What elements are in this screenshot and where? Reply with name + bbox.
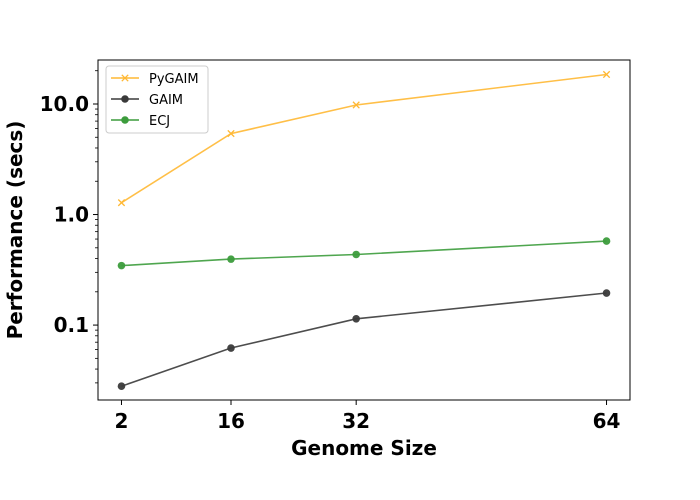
- legend-marker: [121, 95, 129, 103]
- y-axis: 0.1 1.0 10.0: [40, 70, 98, 384]
- x-tick-label: 2: [115, 409, 129, 433]
- x-marker-stroke: [602, 70, 611, 79]
- x-axis-title: Genome Size: [291, 436, 437, 460]
- data-point-gaim: [352, 314, 360, 323]
- data-point-pygaim: [227, 129, 235, 138]
- data-point-pygaim: [352, 101, 360, 109]
- legend-marker: [121, 116, 129, 124]
- data-point-pygaim: [602, 70, 611, 79]
- x-marker-stroke: [117, 199, 126, 207]
- y-tick-label: 0.1: [54, 313, 89, 337]
- series-line-pygaim: [121, 73, 607, 204]
- data-point-ecj: [117, 261, 126, 270]
- data-point-gaim: [227, 344, 235, 352]
- data-point-gaim: [117, 382, 126, 390]
- data-point-gaim: [602, 289, 611, 297]
- series-line-ecj: [121, 240, 607, 267]
- y-tick-label: 1.0: [54, 203, 89, 227]
- y-axis-title: Performance (secs): [3, 121, 27, 340]
- data-point-ecj: [602, 237, 611, 245]
- x-tick-label: 32: [342, 409, 370, 433]
- x-marker-stroke: [352, 101, 360, 109]
- data-point-pygaim: [117, 199, 126, 207]
- data-point-ecj: [227, 255, 235, 263]
- legend-label: ECJ: [149, 114, 170, 129]
- legend: PyGAIM GAIM ECJ: [105, 65, 209, 134]
- series-layer: [117, 70, 611, 390]
- legend-frame: [105, 65, 209, 134]
- legend-label: GAIM: [149, 93, 183, 108]
- x-tick-label: 64: [593, 409, 621, 433]
- y-tick-label: 10.0: [40, 92, 89, 116]
- x-tick-label: 16: [217, 409, 245, 433]
- legend-label: PyGAIM: [149, 72, 199, 87]
- data-point-ecj: [352, 250, 360, 259]
- x-axis: 2 16 32 64: [115, 400, 621, 433]
- legend-marker: [121, 74, 129, 82]
- x-marker-stroke: [227, 129, 235, 138]
- series-line-gaim: [121, 292, 607, 387]
